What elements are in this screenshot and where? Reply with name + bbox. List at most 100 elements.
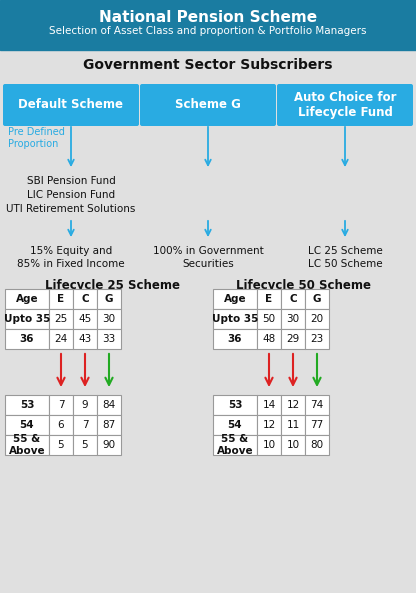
Bar — [97, 289, 121, 309]
Bar — [305, 329, 329, 349]
Text: 5: 5 — [58, 440, 64, 450]
Bar — [281, 309, 305, 329]
Bar — [49, 395, 73, 415]
Bar — [281, 289, 305, 309]
Bar — [257, 415, 281, 435]
Text: 33: 33 — [102, 334, 116, 344]
Bar — [257, 395, 281, 415]
Text: 9: 9 — [82, 400, 88, 410]
Bar — [97, 329, 121, 349]
Bar — [5, 415, 49, 435]
Text: Lifecycle 50 Scheme: Lifecycle 50 Scheme — [236, 279, 371, 292]
Text: Age: Age — [16, 294, 38, 304]
Text: 74: 74 — [310, 400, 324, 410]
Text: Age: Age — [224, 294, 246, 304]
Text: 24: 24 — [54, 334, 68, 344]
Text: 50: 50 — [262, 314, 275, 324]
Text: 55 &
Above: 55 & Above — [9, 435, 45, 455]
Bar — [305, 415, 329, 435]
Bar — [213, 329, 257, 349]
Bar — [213, 415, 257, 435]
Text: 45: 45 — [78, 314, 92, 324]
Bar — [305, 289, 329, 309]
Text: 12: 12 — [286, 400, 300, 410]
Text: 36: 36 — [20, 334, 34, 344]
Text: G: G — [313, 294, 321, 304]
Text: 53: 53 — [20, 400, 34, 410]
Bar — [73, 329, 97, 349]
Text: LC 25 Scheme
LC 50 Scheme: LC 25 Scheme LC 50 Scheme — [307, 246, 382, 269]
Text: E: E — [265, 294, 272, 304]
Text: 6: 6 — [58, 420, 64, 430]
Text: 29: 29 — [286, 334, 300, 344]
Text: Upto 35: Upto 35 — [212, 314, 258, 324]
Bar — [0, 0, 416, 50]
Bar — [49, 435, 73, 455]
Text: 25: 25 — [54, 314, 68, 324]
Bar — [257, 329, 281, 349]
Text: 48: 48 — [262, 334, 276, 344]
Text: Selection of Asset Class and proportion & Portfolio Managers: Selection of Asset Class and proportion … — [49, 26, 367, 36]
Text: Government Sector Subscribers: Government Sector Subscribers — [83, 58, 333, 72]
Text: National Pension Scheme: National Pension Scheme — [99, 10, 317, 25]
Bar — [305, 309, 329, 329]
FancyBboxPatch shape — [3, 84, 139, 126]
Text: SBI Pension Fund
LIC Pension Fund
UTI Retirement Solutions: SBI Pension Fund LIC Pension Fund UTI Re… — [6, 176, 136, 214]
Bar — [257, 309, 281, 329]
Bar — [73, 395, 97, 415]
Bar — [213, 289, 257, 309]
Bar — [49, 289, 73, 309]
Bar — [257, 289, 281, 309]
Bar — [5, 329, 49, 349]
Text: 7: 7 — [82, 420, 88, 430]
Bar — [49, 415, 73, 435]
Bar — [305, 435, 329, 455]
Text: 77: 77 — [310, 420, 324, 430]
Bar — [5, 395, 49, 415]
Text: 12: 12 — [262, 420, 276, 430]
Text: 7: 7 — [58, 400, 64, 410]
Bar — [49, 329, 73, 349]
Text: 36: 36 — [228, 334, 242, 344]
Bar — [49, 309, 73, 329]
FancyBboxPatch shape — [140, 84, 276, 126]
Text: 55 &
Above: 55 & Above — [217, 435, 253, 455]
Text: Auto Choice for
Lifecycle Fund: Auto Choice for Lifecycle Fund — [294, 91, 396, 119]
Text: Lifecycle 25 Scheme: Lifecycle 25 Scheme — [45, 279, 180, 292]
Bar — [97, 435, 121, 455]
Bar — [97, 309, 121, 329]
Text: 30: 30 — [102, 314, 116, 324]
Bar — [281, 435, 305, 455]
Text: 14: 14 — [262, 400, 276, 410]
Text: 43: 43 — [78, 334, 92, 344]
Bar — [213, 435, 257, 455]
Bar — [5, 435, 49, 455]
Bar — [97, 415, 121, 435]
Text: 80: 80 — [310, 440, 324, 450]
Text: G: G — [105, 294, 113, 304]
Bar — [73, 309, 97, 329]
Text: 90: 90 — [102, 440, 116, 450]
Bar — [257, 435, 281, 455]
Text: 84: 84 — [102, 400, 116, 410]
Bar — [5, 309, 49, 329]
Text: 11: 11 — [286, 420, 300, 430]
Text: C: C — [289, 294, 297, 304]
Text: Pre Defined
Proportion: Pre Defined Proportion — [8, 127, 65, 149]
Text: 10: 10 — [262, 440, 275, 450]
Bar — [281, 415, 305, 435]
Text: 87: 87 — [102, 420, 116, 430]
Text: 5: 5 — [82, 440, 88, 450]
Bar — [5, 289, 49, 309]
Text: 100% in Government
Securities: 100% in Government Securities — [153, 246, 263, 269]
Bar — [73, 289, 97, 309]
Bar — [97, 395, 121, 415]
Bar — [73, 415, 97, 435]
FancyBboxPatch shape — [277, 84, 413, 126]
Text: 20: 20 — [310, 314, 324, 324]
Text: Scheme G: Scheme G — [175, 98, 241, 111]
Text: Default Scheme: Default Scheme — [18, 98, 124, 111]
Text: 23: 23 — [310, 334, 324, 344]
Text: 15% Equity and
85% in Fixed Income: 15% Equity and 85% in Fixed Income — [17, 246, 125, 269]
Text: 53: 53 — [228, 400, 242, 410]
